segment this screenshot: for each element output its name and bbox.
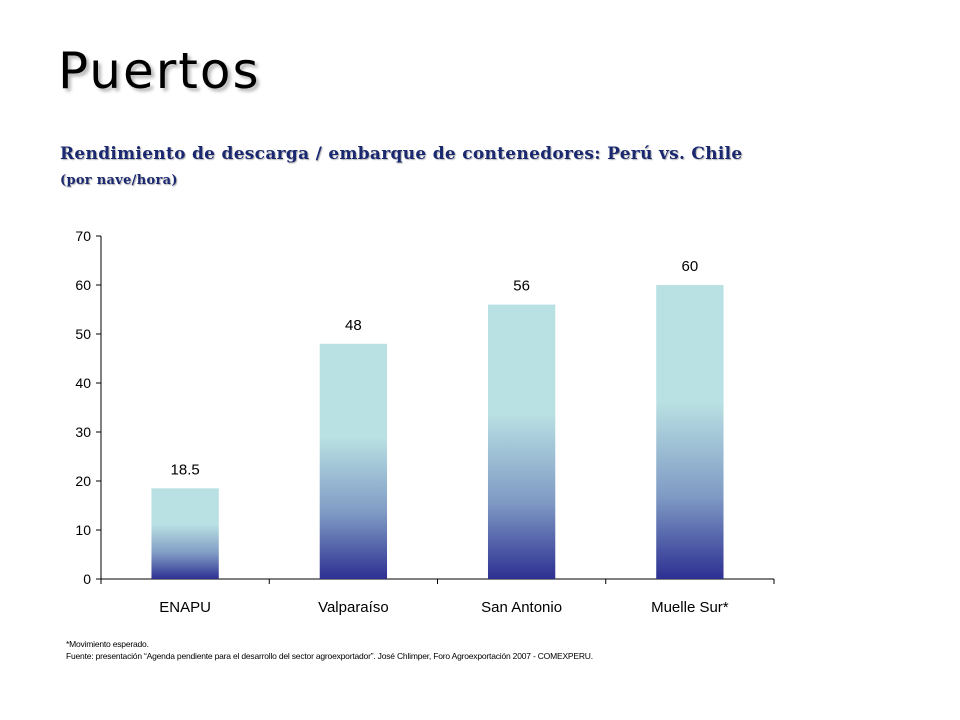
- x-axis: ENAPU Valparaíso San Antonio Muelle Sur*: [100, 578, 775, 616]
- bar: [319, 343, 388, 579]
- y-tick-label: 50: [75, 326, 91, 342]
- bar: [487, 304, 556, 579]
- bar-value-label: 18.5: [171, 461, 200, 478]
- y-tick-label: 60: [75, 277, 91, 293]
- bar-value-label: 60: [682, 258, 699, 275]
- y-tick-label: 0: [83, 571, 91, 587]
- x-tick-label: ENAPU: [159, 599, 211, 616]
- x-tick-label: Valparaíso: [318, 599, 389, 616]
- bar-value-label: 48: [345, 317, 362, 334]
- x-tick-label: Muelle Sur*: [651, 599, 729, 616]
- source-note: Fuente: presentación “Agenda pendiente p…: [66, 651, 593, 661]
- bar-value-label: 56: [513, 278, 530, 295]
- chart-subtitle: (por nave/hora): [60, 173, 178, 188]
- bar: [151, 488, 219, 579]
- y-tick-label: 20: [75, 473, 91, 489]
- y-tick-label: 30: [75, 424, 91, 440]
- data-labels: 18.5 48 56 60: [171, 258, 699, 478]
- slide-title: Puertos: [58, 42, 261, 100]
- chart-title: Rendimiento de descarga / embarque de co…: [60, 144, 743, 164]
- x-tick-label: San Antonio: [481, 599, 562, 616]
- footnote: *Movimiento esperado.: [66, 639, 149, 649]
- y-tick-label: 40: [75, 375, 91, 391]
- y-axis: 0 10 20 30 40 50 60 70: [75, 228, 102, 587]
- bars: [151, 285, 724, 579]
- bar: [656, 285, 724, 579]
- y-tick-label: 10: [75, 522, 91, 538]
- y-tick-label: 70: [75, 228, 91, 244]
